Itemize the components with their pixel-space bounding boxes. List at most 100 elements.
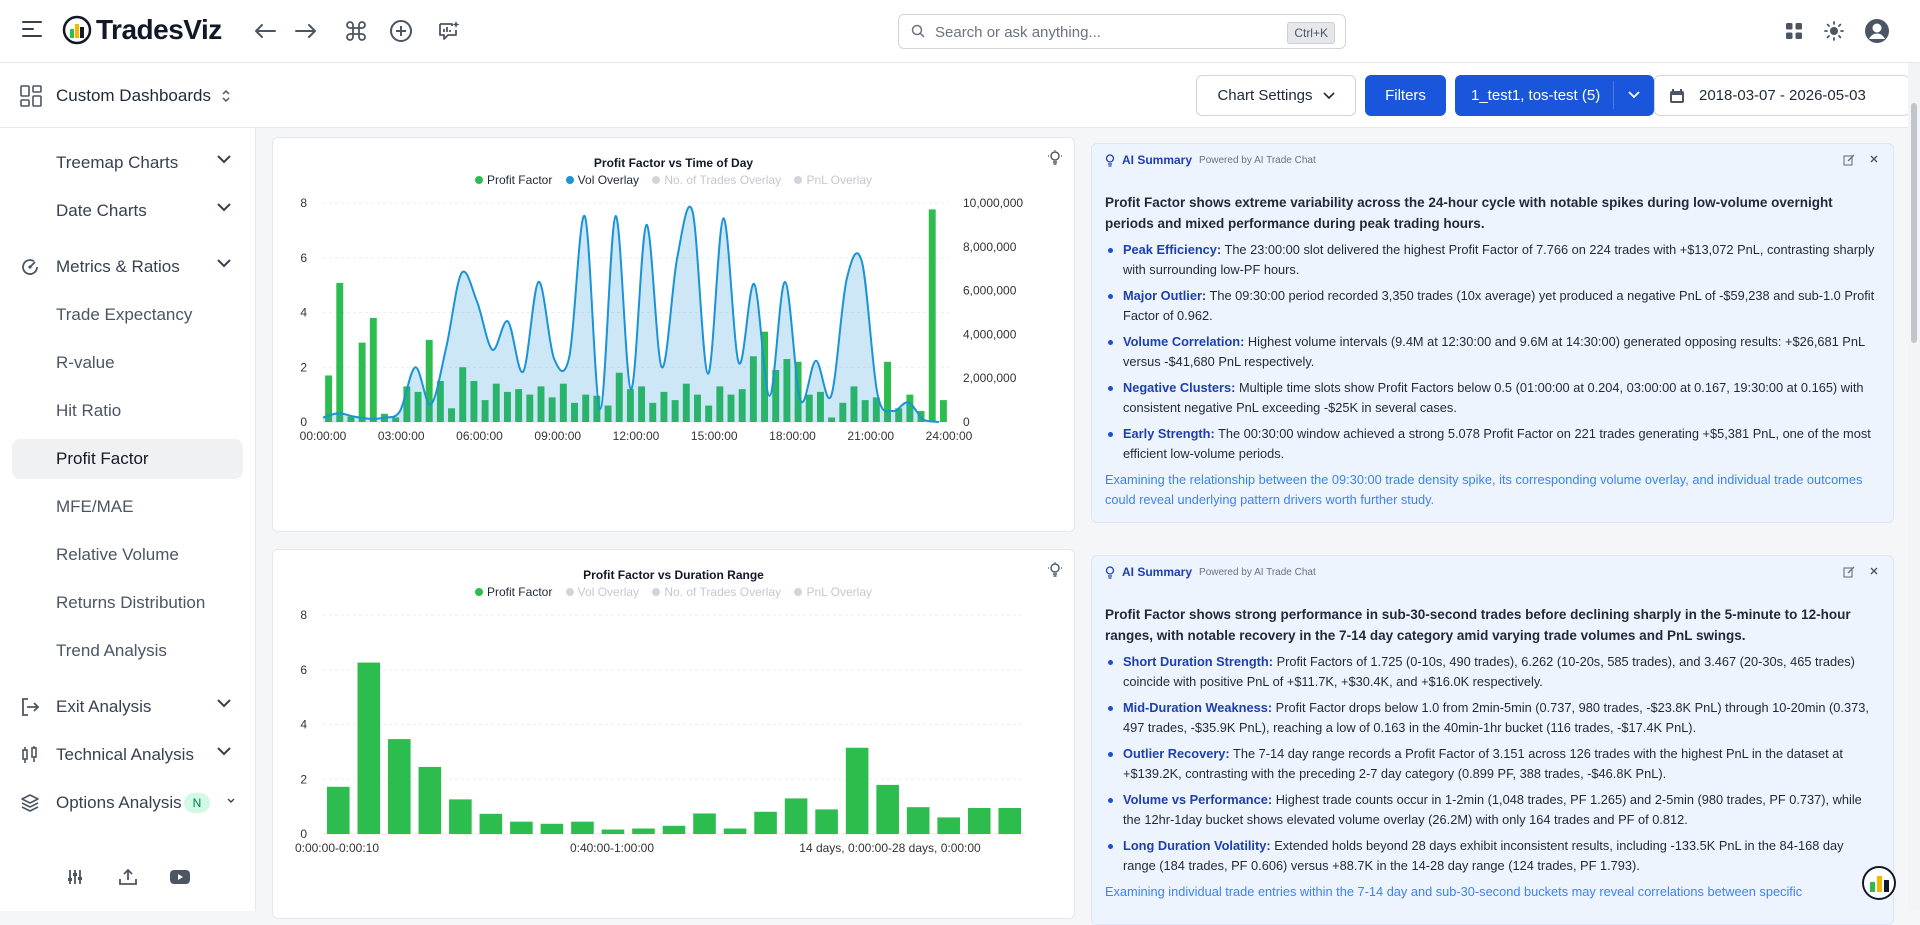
legend-item-pnl-overlay[interactable]: PnL Overlay — [794, 173, 872, 187]
bar — [571, 402, 578, 422]
bar — [662, 825, 686, 834]
bar — [716, 386, 724, 422]
bar — [694, 394, 701, 422]
chevron-down-icon — [217, 155, 231, 164]
sidebar-item-treemap-charts[interactable]: Treemap Charts — [12, 143, 243, 183]
lightbulb-icon[interactable] — [1048, 150, 1062, 166]
bar — [828, 417, 836, 422]
add-circle-icon[interactable] — [388, 18, 414, 44]
date-range-picker[interactable]: 2018-03-07 - 2026-05-03 — [1654, 75, 1910, 116]
theme-sun-icon[interactable] — [1821, 18, 1847, 44]
bar — [632, 828, 655, 834]
sidebar-item-mfe-mae[interactable]: MFE/MAE — [12, 487, 243, 527]
ai-summary-body: Profit Factor shows extreme variability … — [1105, 192, 1879, 510]
sidebar-item-technical-analysis[interactable]: Technical Analysis — [12, 735, 243, 775]
close-icon[interactable] — [1869, 566, 1879, 576]
user-avatar-icon[interactable] — [1864, 18, 1890, 44]
ai-chat-icon[interactable] — [436, 18, 462, 44]
ai-summary-footer: Examining individual trade entries withi… — [1105, 884, 1803, 899]
bar — [937, 817, 960, 834]
bar — [638, 386, 646, 422]
bar — [526, 394, 534, 422]
legend-item-vol-overlay[interactable]: Vol Overlay — [565, 173, 639, 187]
legend-item-profit-factor[interactable]: Profit Factor — [474, 173, 552, 187]
chart-title: Profit Factor vs Duration Range — [583, 568, 764, 582]
edit-icon[interactable] — [1843, 154, 1855, 166]
dashboard-label: Custom Dashboards — [56, 86, 211, 105]
sidebar-item-profit-factor[interactable]: Profit Factor — [12, 439, 243, 479]
app-name: TradesViz — [96, 14, 222, 45]
bar — [861, 400, 869, 422]
list-item: Early Strength: The 00:30:00 window achi… — [1105, 424, 1879, 464]
sidebar-item-exit-analysis[interactable]: Exit Analysis — [12, 687, 243, 727]
youtube-icon[interactable] — [165, 862, 195, 892]
bar — [604, 405, 612, 422]
legend-item-vol-overlay[interactable]: Vol Overlay — [565, 585, 639, 599]
logo[interactable]: TradesViz — [62, 14, 222, 46]
bar — [872, 397, 880, 422]
sidebar-item-metrics-ratios[interactable]: Metrics & Ratios — [12, 247, 243, 287]
legend-item-trades-overlay[interactable]: No. of Trades Overlay — [652, 585, 781, 599]
search-shortcut: Ctrl+K — [1287, 22, 1335, 44]
dashboard-selector[interactable]: Custom Dashboards — [20, 85, 231, 107]
x-tick-label: 06:00:00 — [456, 429, 503, 443]
sidebar-item-r-value[interactable]: R-value — [12, 343, 243, 383]
back-arrow-icon[interactable] — [252, 18, 278, 44]
sidebar-item-trade-expectancy[interactable]: Trade Expectancy — [12, 295, 243, 335]
scrollbar-thumb[interactable] — [1911, 103, 1917, 343]
chart-title: Profit Factor vs Time of Day — [593, 156, 754, 170]
bar — [369, 317, 377, 422]
vol-overlay-area — [323, 206, 939, 422]
legend-item-pnl-overlay[interactable]: PnL Overlay — [794, 585, 872, 599]
scrollbar[interactable] — [1908, 63, 1920, 911]
y-tick-label: 8 — [300, 196, 307, 210]
menu-icon[interactable] — [22, 21, 42, 39]
list-item: Peak Efficiency: The 23:00:00 slot deliv… — [1105, 240, 1879, 280]
filters-button[interactable]: Filters — [1365, 75, 1446, 116]
bar — [615, 372, 623, 422]
chevron-down-icon — [217, 747, 231, 756]
sliders-icon[interactable] — [60, 862, 90, 892]
ai-summary-card: AI Summary Powered by AI Trade Chat Prof… — [1091, 143, 1894, 523]
bar — [682, 383, 690, 422]
sidebar-item-trend-analysis[interactable]: Trend Analysis — [12, 631, 243, 671]
chat-widget-button[interactable] — [1862, 866, 1896, 900]
y-tick-label: 0 — [300, 415, 307, 429]
sidebar-item-hit-ratio[interactable]: Hit Ratio — [12, 391, 243, 431]
bar — [392, 417, 400, 422]
upload-icon[interactable] — [113, 862, 143, 892]
close-icon[interactable] — [1869, 154, 1879, 164]
x-tick-label: 15:00:00 — [691, 429, 738, 443]
ai-summary-header: AI Summary Powered by AI Trade Chat — [1104, 153, 1316, 167]
accounts-selector[interactable]: 1_test1, tos-test (5) — [1455, 75, 1654, 116]
bar — [414, 391, 422, 422]
chart-settings-button[interactable]: Chart Settings — [1196, 75, 1356, 116]
bar — [510, 821, 533, 834]
apps-grid-icon[interactable] — [1781, 18, 1807, 44]
sidebar-item-date-charts[interactable]: Date Charts — [12, 191, 243, 231]
bar — [895, 408, 903, 422]
lightbulb-icon[interactable] — [1048, 562, 1062, 578]
bar — [784, 798, 808, 834]
profit-factor-duration-chart: 0 2 4 6 8 0:00:00-0:00:10 0:40:00-1:00:00 14 da… — [295, 608, 1025, 855]
sidebar-item-label: Date Charts — [56, 201, 147, 220]
y2-tick-label: 8,000,000 — [963, 240, 1017, 254]
y2-tick-label: 2,000,000 — [963, 371, 1017, 385]
command-icon[interactable] — [343, 18, 369, 44]
bar — [571, 821, 594, 834]
bar — [839, 402, 847, 422]
x-tick-label: 24:00:00 — [926, 429, 973, 443]
sidebar-item-options-analysis[interactable]: Options Analysis N — [12, 783, 243, 823]
sidebar-item-label: Returns Distribution — [56, 593, 206, 612]
x-tick-label: 14 days, 0:00:00-28 days, 0:00:00 — [799, 841, 981, 855]
legend-item-profit-factor[interactable]: Profit Factor — [474, 585, 552, 599]
edit-icon[interactable] — [1843, 566, 1855, 578]
y-tick-label: 6 — [300, 251, 307, 265]
forward-arrow-icon[interactable] — [293, 18, 319, 44]
sort-chevrons-icon — [222, 89, 230, 103]
sidebar-item-label: Trend Analysis — [56, 641, 167, 660]
sidebar-item-returns-distribution[interactable]: Returns Distribution — [12, 583, 243, 623]
legend-item-trades-overlay[interactable]: No. of Trades Overlay — [652, 173, 781, 187]
sidebar-item-relative-volume[interactable]: Relative Volume — [12, 535, 243, 575]
search-input[interactable]: Search or ask anything... Ctrl+K — [898, 14, 1346, 49]
